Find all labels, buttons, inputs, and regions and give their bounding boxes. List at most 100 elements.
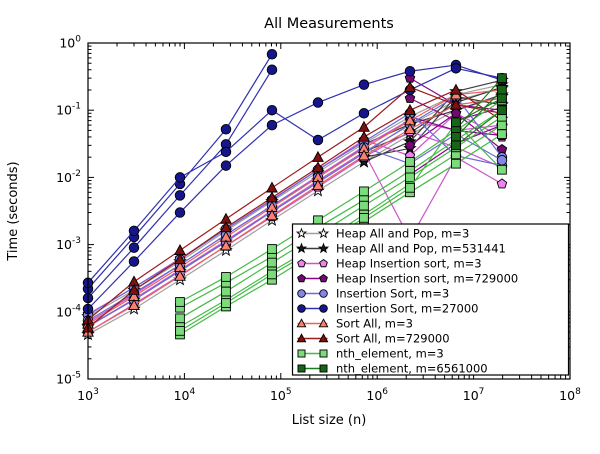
y-axis-tick-label: 10-5 xyxy=(56,371,81,387)
data-point xyxy=(128,225,140,237)
data-point xyxy=(404,139,416,150)
data-point xyxy=(175,297,185,307)
series-line xyxy=(87,84,503,318)
data-point xyxy=(404,122,416,134)
legend-marker-icon xyxy=(319,289,328,298)
data-point xyxy=(267,269,277,280)
tick-labels: 103 104 105 106 107 108 100 10-1 10-2 10-3 10-4 10-… xyxy=(56,35,581,404)
data-point xyxy=(312,161,324,173)
data-point xyxy=(359,200,369,211)
data-point xyxy=(313,215,323,226)
legend-item-label: nth_element, m=3 xyxy=(336,347,444,361)
data-point xyxy=(128,256,140,267)
data-point xyxy=(358,149,370,161)
legend-item-label: Insertion Sort, m=27000 xyxy=(336,302,478,316)
y-axis-tick-label: 10-4 xyxy=(56,303,81,319)
legend-marker-icon xyxy=(297,349,306,358)
data-point xyxy=(220,160,232,171)
data-point xyxy=(405,157,415,167)
data-point xyxy=(497,93,507,104)
data-point xyxy=(358,108,370,119)
series-line xyxy=(87,95,503,327)
data-point xyxy=(358,130,370,142)
series-line xyxy=(87,133,503,322)
series-line xyxy=(87,64,503,310)
data-point xyxy=(266,104,278,116)
data-point xyxy=(450,107,462,118)
data-point xyxy=(404,92,416,103)
data-point xyxy=(175,313,185,324)
data-point xyxy=(174,172,186,183)
x-axis-label: List size (n) xyxy=(292,413,367,428)
legend-item-label: Heap Insertion sort, m=729000 xyxy=(336,272,518,286)
data-point xyxy=(174,253,186,265)
legend-box xyxy=(291,223,570,376)
series-line xyxy=(87,131,503,333)
data-point xyxy=(220,124,232,135)
y-axis-tick-label: 100 xyxy=(59,35,81,51)
series-line xyxy=(87,89,503,329)
legend-marker-icon xyxy=(318,333,329,343)
data-point xyxy=(405,172,415,183)
data-point xyxy=(266,191,278,203)
legend-item-label: Heap Insertion sort, m=3 xyxy=(336,257,482,271)
data-point xyxy=(450,83,462,95)
axes-spines xyxy=(87,42,571,380)
series-line xyxy=(87,97,503,333)
y-axis-label: Time (seconds) xyxy=(6,161,21,261)
data-point xyxy=(497,120,507,130)
series-line xyxy=(455,109,503,146)
data-point xyxy=(497,105,507,116)
data-point xyxy=(221,272,231,282)
data-point xyxy=(266,209,278,221)
series-line xyxy=(87,112,503,316)
data-point xyxy=(221,286,231,297)
data-point xyxy=(359,213,369,223)
data-point xyxy=(128,298,140,310)
data-point xyxy=(312,179,324,191)
data-point xyxy=(405,182,415,193)
data-point xyxy=(451,140,461,151)
chart-title: All Measurements xyxy=(264,16,394,32)
x-axis-tick-label: 105 xyxy=(270,387,292,403)
data-point xyxy=(497,73,507,83)
plot-border xyxy=(87,42,571,380)
series-line xyxy=(87,119,503,323)
legend-marker-icon xyxy=(318,318,329,328)
data-point xyxy=(174,269,186,281)
data-point xyxy=(128,283,140,295)
data-point xyxy=(312,134,324,146)
x-axis-tick-label: 108 xyxy=(559,387,581,403)
data-point xyxy=(404,65,416,77)
legend-marker-icon xyxy=(295,242,308,254)
data-point xyxy=(220,146,232,158)
data-point xyxy=(496,178,508,189)
data-point xyxy=(175,326,185,336)
data-point xyxy=(497,129,507,140)
series-line xyxy=(363,95,503,158)
data-point xyxy=(220,239,232,251)
x-axis-tick-label: 106 xyxy=(366,387,388,403)
data-point xyxy=(497,85,507,95)
legend-marker-icon xyxy=(296,318,307,328)
legend-marker-icon xyxy=(319,304,328,313)
legend-marker-icon xyxy=(297,273,306,283)
y-axis-tick-label: 10-1 xyxy=(56,102,81,118)
data-point xyxy=(497,164,507,175)
data-point xyxy=(359,186,369,197)
x-axis-tick-label: 103 xyxy=(77,387,99,403)
legend-item-label: Sort All, m=729000 xyxy=(336,332,450,346)
data-point xyxy=(220,221,232,233)
series-line xyxy=(87,67,503,284)
data-point xyxy=(404,80,416,92)
data-point xyxy=(266,49,278,60)
data-point xyxy=(266,119,278,131)
data-point xyxy=(174,207,186,218)
data-point xyxy=(404,103,416,115)
legend-marker-icon xyxy=(317,227,330,239)
x-axis-tick-label: 104 xyxy=(174,387,196,403)
legend-marker-icon xyxy=(296,333,307,343)
